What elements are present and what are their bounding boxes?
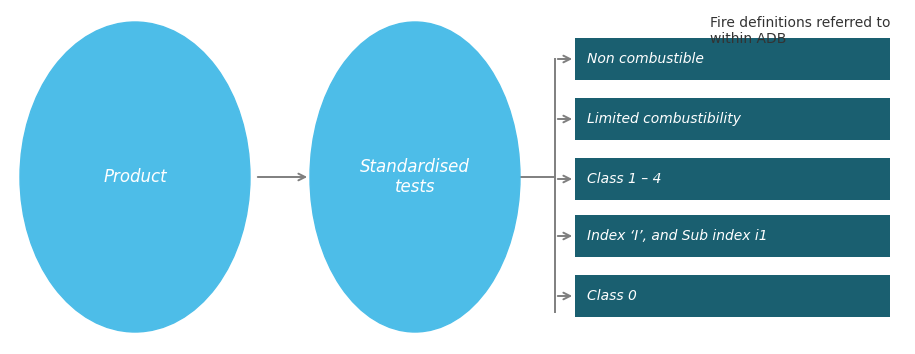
Ellipse shape xyxy=(20,22,250,332)
FancyBboxPatch shape xyxy=(575,38,890,80)
FancyBboxPatch shape xyxy=(575,158,890,200)
FancyBboxPatch shape xyxy=(575,98,890,140)
Ellipse shape xyxy=(310,22,520,332)
Text: Index ‘I’, and Sub index i1: Index ‘I’, and Sub index i1 xyxy=(587,229,768,243)
FancyBboxPatch shape xyxy=(575,215,890,257)
Text: Class 0: Class 0 xyxy=(587,289,637,303)
Text: Standardised
tests: Standardised tests xyxy=(361,158,470,196)
Text: Non combustible: Non combustible xyxy=(587,52,704,66)
Text: Product: Product xyxy=(103,168,167,186)
Text: Fire definitions referred to
within ADB: Fire definitions referred to within ADB xyxy=(710,16,890,46)
FancyBboxPatch shape xyxy=(575,275,890,317)
Text: Limited combustibility: Limited combustibility xyxy=(587,112,741,126)
Text: Class 1 – 4: Class 1 – 4 xyxy=(587,172,662,186)
